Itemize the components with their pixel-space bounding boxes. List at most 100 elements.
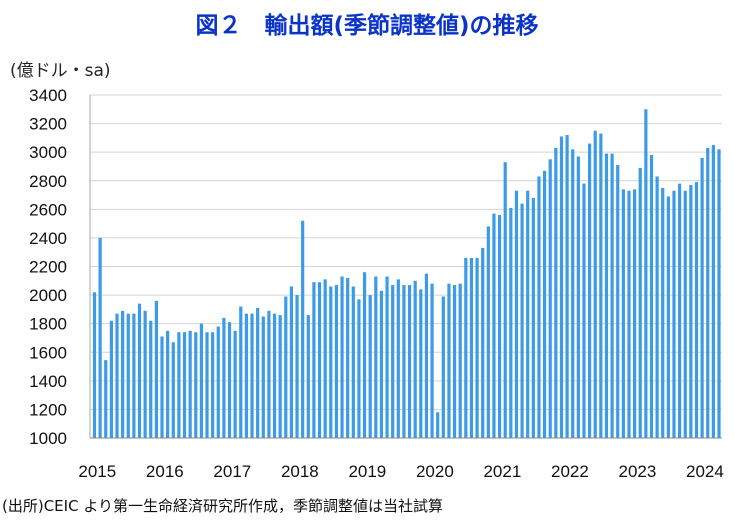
bar: [559, 136, 564, 438]
bar: [706, 147, 710, 439]
x-tick-labels: 2015 2016 2017 2018 2019 2020 2021 2022 2023 2024: [78, 462, 723, 481]
bar: [132, 313, 136, 438]
bar: [374, 276, 378, 438]
bar: [115, 313, 119, 438]
x-tick-label: 2015: [78, 462, 116, 481]
bar: [261, 316, 265, 438]
bar: [464, 257, 468, 438]
bar: [104, 360, 108, 438]
bar: [317, 282, 322, 438]
bar: [661, 187, 665, 438]
bar: [649, 155, 654, 438]
x-tick-label: 2021: [483, 462, 521, 481]
bar: [171, 342, 175, 438]
y-tick-label: 2800: [29, 172, 67, 191]
bar: [407, 285, 412, 438]
bar: [604, 153, 609, 439]
bar: [441, 296, 445, 438]
bar: [301, 220, 305, 438]
x-tick-label: 2023: [619, 462, 657, 481]
bar: [357, 299, 361, 438]
bar: [166, 330, 170, 438]
bar: [312, 282, 316, 438]
x-tick-label: 2017: [213, 462, 251, 481]
y-tick-label: 3200: [29, 115, 67, 134]
bar: [678, 183, 682, 438]
bar: [526, 190, 530, 438]
bar: [227, 322, 232, 438]
bar: [565, 135, 569, 438]
bar: [509, 207, 513, 438]
bar: [638, 167, 642, 438]
bar: [160, 336, 164, 438]
bar: [402, 285, 406, 438]
y-tick-label: 2400: [29, 229, 67, 248]
bar: [284, 296, 288, 438]
bar: [154, 300, 158, 438]
bar: [126, 313, 130, 438]
axes: [89, 95, 722, 439]
source-note: (出所)CEIC より第一生命経済研究所作成，季節調整値は当社試算: [2, 497, 444, 515]
bar: [717, 149, 721, 438]
y-tick-label: 1800: [29, 315, 67, 334]
bar: [289, 286, 294, 438]
bar: [182, 332, 187, 438]
bar: [250, 313, 254, 438]
bar: [576, 156, 580, 438]
bar: [244, 313, 249, 438]
bar: [689, 185, 693, 438]
bar: [582, 183, 586, 438]
bar: [672, 190, 676, 438]
bar: [109, 320, 113, 438]
bar: [655, 176, 659, 438]
bar: [447, 283, 451, 438]
bar: [121, 310, 125, 438]
bar: [323, 279, 327, 438]
bar: [424, 273, 429, 438]
bar: [503, 162, 507, 438]
bar: [177, 332, 181, 438]
bar: [458, 283, 462, 438]
bar: [379, 290, 384, 438]
bar: [351, 286, 355, 438]
bar: [149, 320, 153, 438]
bar: [486, 226, 490, 438]
bar: [278, 315, 282, 438]
bar: [340, 276, 344, 438]
bar: [644, 109, 648, 439]
bar: [92, 292, 97, 438]
bar: [711, 145, 715, 439]
bar: [531, 197, 535, 438]
y-tick-label: 3400: [29, 86, 67, 105]
bar: [542, 170, 547, 438]
bar: [362, 272, 367, 438]
bar: [554, 147, 558, 439]
bar: [537, 176, 541, 438]
bar: [621, 189, 625, 438]
bar: [272, 313, 277, 438]
bar: [306, 315, 310, 438]
bar: [143, 310, 147, 438]
bar: [329, 286, 333, 438]
bar: [616, 165, 620, 438]
chart-title: 図２ 輸出額(季節調整値)の推移: [195, 13, 539, 39]
x-tick-label: 2016: [146, 462, 184, 481]
bar: [666, 196, 670, 438]
bar: [368, 295, 372, 438]
y-axis-unit-label: (億ドル・sa): [10, 61, 111, 81]
bar: [295, 295, 299, 438]
bar: [194, 332, 198, 438]
bar: [391, 285, 395, 438]
bar: [216, 326, 220, 438]
y-tick-label: 3000: [29, 143, 67, 162]
bar: [469, 257, 474, 438]
bar: [346, 277, 350, 438]
bar: [587, 143, 592, 438]
bar: [385, 276, 389, 438]
bar: [396, 279, 400, 438]
x-tick-label: 2024: [686, 462, 724, 481]
bar: [98, 237, 102, 438]
y-tick-label: 1000: [29, 429, 67, 448]
y-tick-label: 2600: [29, 200, 67, 219]
